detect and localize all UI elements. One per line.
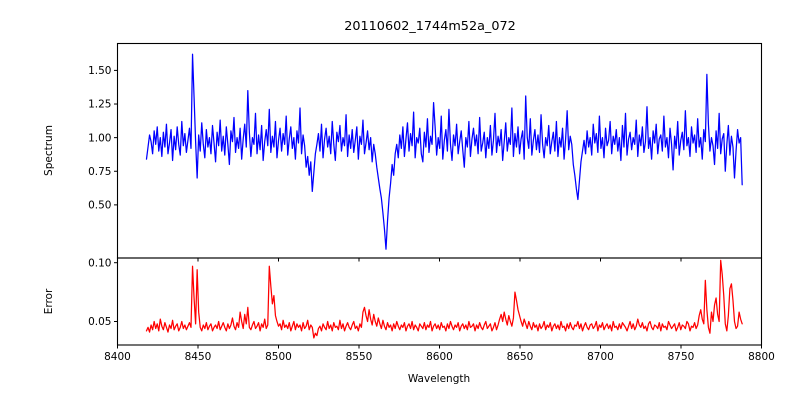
y-tick-label: 1.25: [88, 99, 111, 111]
spectrum-panel: 0.50 0.75 1.00 1.25 1.50 Spectrum: [43, 42, 763, 262]
x-tick-label: 8750: [668, 351, 695, 363]
x-tick-label: 8700: [587, 351, 614, 363]
x-tick-label: 8550: [346, 351, 373, 363]
x-axis-label: Wavelength: [408, 373, 470, 385]
y-tick-label: 0.50: [88, 200, 111, 212]
x-tick-label: 8800: [748, 351, 775, 363]
y-axis-label: Spectrum: [43, 125, 55, 176]
x-tick-label: 8500: [265, 351, 292, 363]
x-tick-label: 8600: [426, 351, 453, 363]
y-tick-label: 1.00: [88, 132, 111, 144]
y-tick-label: 0.10: [88, 257, 111, 269]
y-axis-label: Error: [43, 288, 55, 314]
error-trace: [145, 259, 743, 339]
page-title: 20110602_1744m52a_072: [344, 19, 516, 34]
spectrum-trace: [145, 53, 743, 250]
y-tick-label: 0.05: [88, 316, 111, 328]
y-tick-label: 0.75: [88, 166, 111, 178]
error-panel: 8400 8450 8500 8550 8600 8650 8700 8750 8800 0.05…: [43, 257, 775, 363]
axes-frame: [116, 257, 763, 346]
x-tick-label: 8400: [104, 351, 131, 363]
x-tick-label: 8450: [185, 351, 212, 363]
x-tick-label: 8650: [507, 351, 534, 363]
y-tick-label: 1.50: [88, 65, 111, 77]
